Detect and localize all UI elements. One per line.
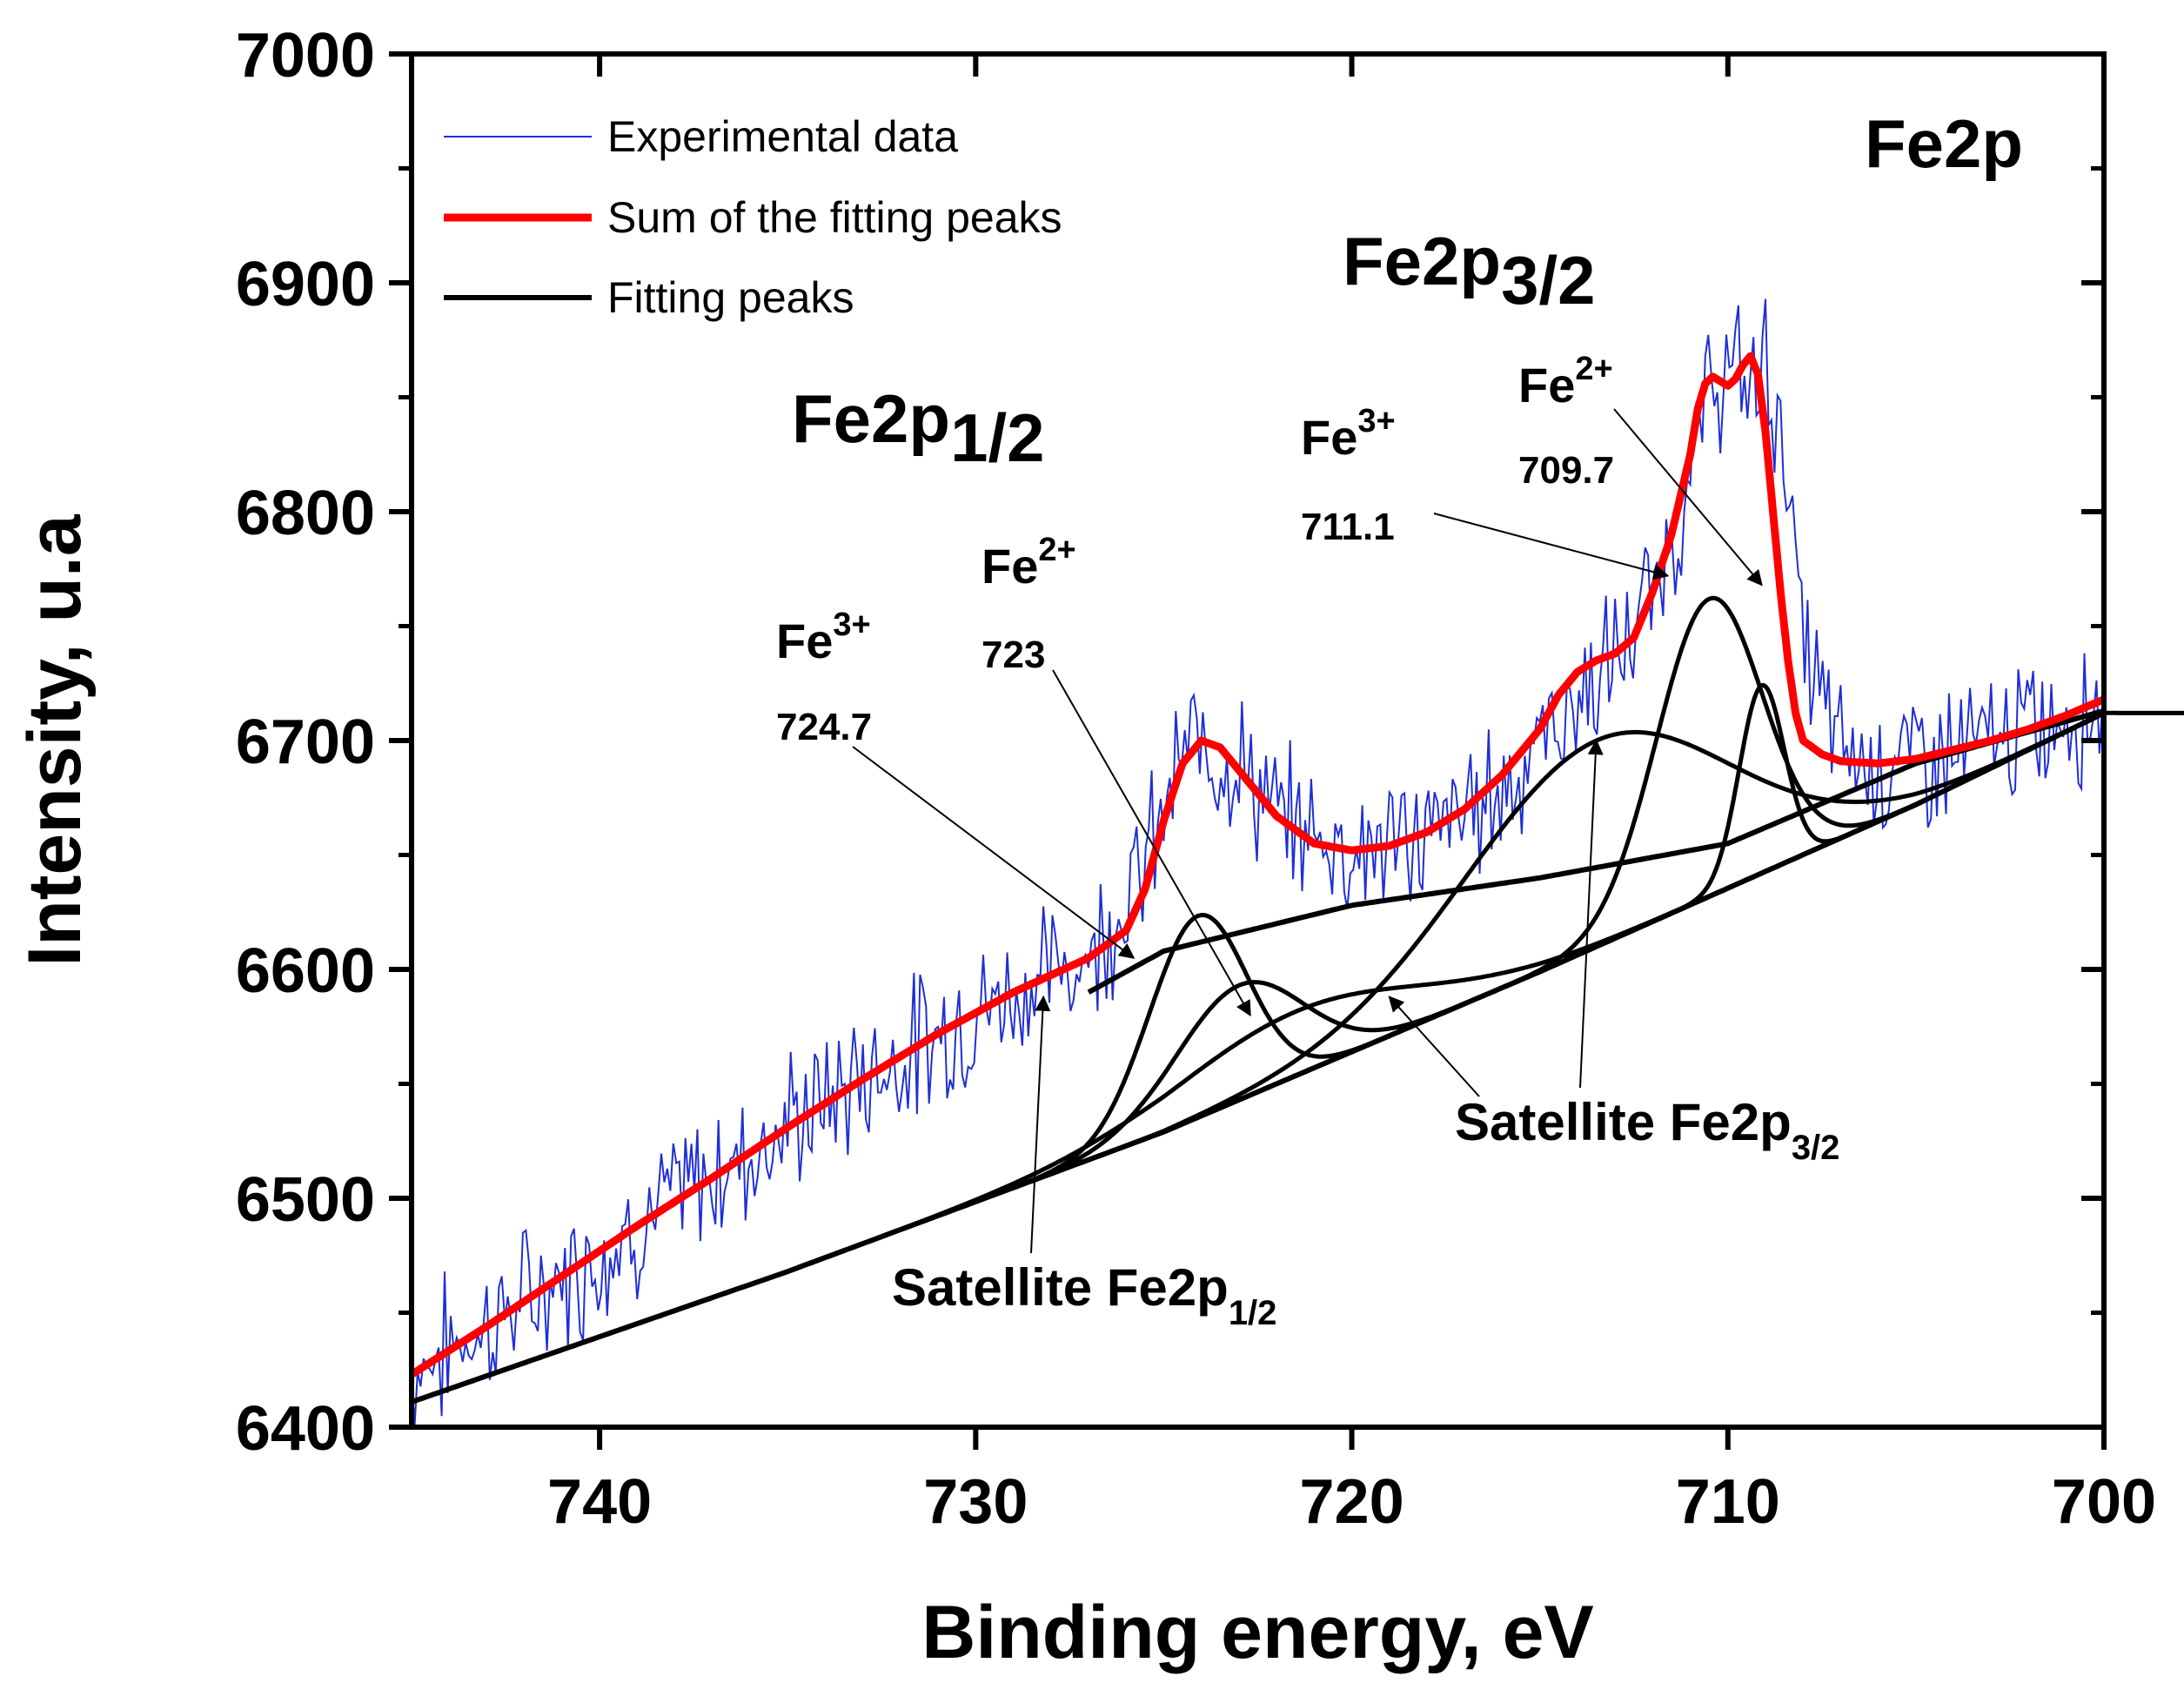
satellite-32-sub: 3/2 — [1792, 1129, 1840, 1167]
fe3-32-value: 711.1 — [1301, 506, 1395, 548]
series-sum-of-fitting-peaks — [409, 352, 2107, 1378]
fitting-peak-4 — [1444, 595, 1973, 1014]
y-tick-label: 6900 — [236, 250, 375, 319]
arrow-fe2-12 — [1052, 669, 1251, 1017]
fe2p32-main: Fe2p — [1343, 223, 1501, 299]
fe3-12-value: 724.7 — [776, 706, 872, 748]
fe3-32-ion: Fe — [1301, 410, 1357, 465]
satellite-12-sub: 1/2 — [1229, 1294, 1277, 1332]
legend-label-sum: Sum of the fitting peaks — [607, 193, 1062, 242]
y-tick-label: 6400 — [236, 1394, 375, 1464]
y-tick-label: 6500 — [236, 1165, 375, 1235]
fe2p32-sub: 3/2 — [1501, 242, 1595, 318]
legend: Experimental data Sum of the fitting pea… — [444, 112, 1062, 322]
annotations: Fe2p Fe2p3/2 Fe2p1/2 Fe2+ 709.7 Fe3+ 711… — [776, 105, 2023, 1332]
x-tick-label: 700 — [2052, 1467, 2156, 1537]
fe2p12-label: Fe2p1/2 — [792, 380, 1045, 476]
annotation-arrows — [852, 408, 1763, 1254]
arrow-sat-32 — [1579, 739, 1604, 1089]
fe2p12-main: Fe2p — [792, 380, 950, 457]
legend-label-experimental: Experimental data — [607, 112, 958, 161]
satellite-32-label: Satellite Fe2p3/2 — [1455, 1093, 1839, 1167]
panel-label: Fe2p — [1865, 105, 2023, 182]
fe3-12-ion: Fe — [776, 613, 833, 668]
x-axis-title: Binding energy, eV — [921, 1591, 1594, 1674]
satellite-32-main: Satellite Fe2p — [1455, 1093, 1792, 1151]
x-tick-label: 730 — [923, 1467, 1028, 1537]
legend-label-fitting: Fitting peaks — [607, 273, 854, 322]
fe3-12-ion-label: Fe3+ — [776, 607, 871, 668]
fe2-32-value: 709.7 — [1518, 449, 1614, 492]
arrow-sat-12 — [1030, 995, 1051, 1254]
fitting-peak-5 — [1647, 682, 1876, 926]
fe2-32-charge: 2+ — [1575, 351, 1612, 387]
fe2-12-ion: Fe — [981, 539, 1038, 593]
x-tick-label: 720 — [1299, 1467, 1404, 1537]
fe3-12-charge: 3+ — [833, 607, 870, 643]
y-axis-title: Intensity, u.a — [13, 513, 97, 966]
satellite-12-main: Satellite Fe2p — [892, 1258, 1229, 1317]
series-experimental-data — [411, 298, 2104, 1427]
plot-frame — [409, 51, 2107, 1430]
fe2-32-ion: Fe — [1518, 358, 1575, 412]
fe2-12-charge: 2+ — [1038, 532, 1075, 568]
fe3-32-charge: 3+ — [1357, 403, 1395, 439]
arrow-fe2-32 — [1613, 408, 1763, 587]
arrow-fe3-32 — [1433, 513, 1670, 580]
fe2-32-ion-label: Fe2+ — [1518, 351, 1613, 412]
axes: 740 730 720 710 700 6400 6500 6600 6700 6800 6900 7… — [13, 21, 2156, 1674]
fe2-12-ion-label: Fe2+ — [981, 532, 1076, 593]
x-tick-label: 710 — [1676, 1467, 1780, 1537]
fe2p12-sub: 1/2 — [950, 399, 1044, 476]
satellite-12-label: Satellite Fe2p1/2 — [892, 1258, 1276, 1332]
y-tick-label: 6600 — [236, 936, 375, 1006]
y-tick-label: 6700 — [236, 707, 375, 777]
fe2p32-label: Fe2p3/2 — [1343, 223, 1596, 318]
plot-series — [409, 298, 2184, 1427]
x-tick-label: 740 — [547, 1467, 652, 1537]
y-tick-label: 7000 — [236, 21, 375, 91]
fitting-peak-0 — [952, 912, 1444, 1212]
arrow-fe3-12 — [852, 746, 1136, 959]
fe3-32-ion-label: Fe3+ — [1301, 403, 1396, 465]
fe2-12-value: 723 — [981, 634, 1045, 676]
y-tick-label: 6800 — [236, 479, 375, 548]
arrow-sat-32b — [1388, 996, 1480, 1097]
